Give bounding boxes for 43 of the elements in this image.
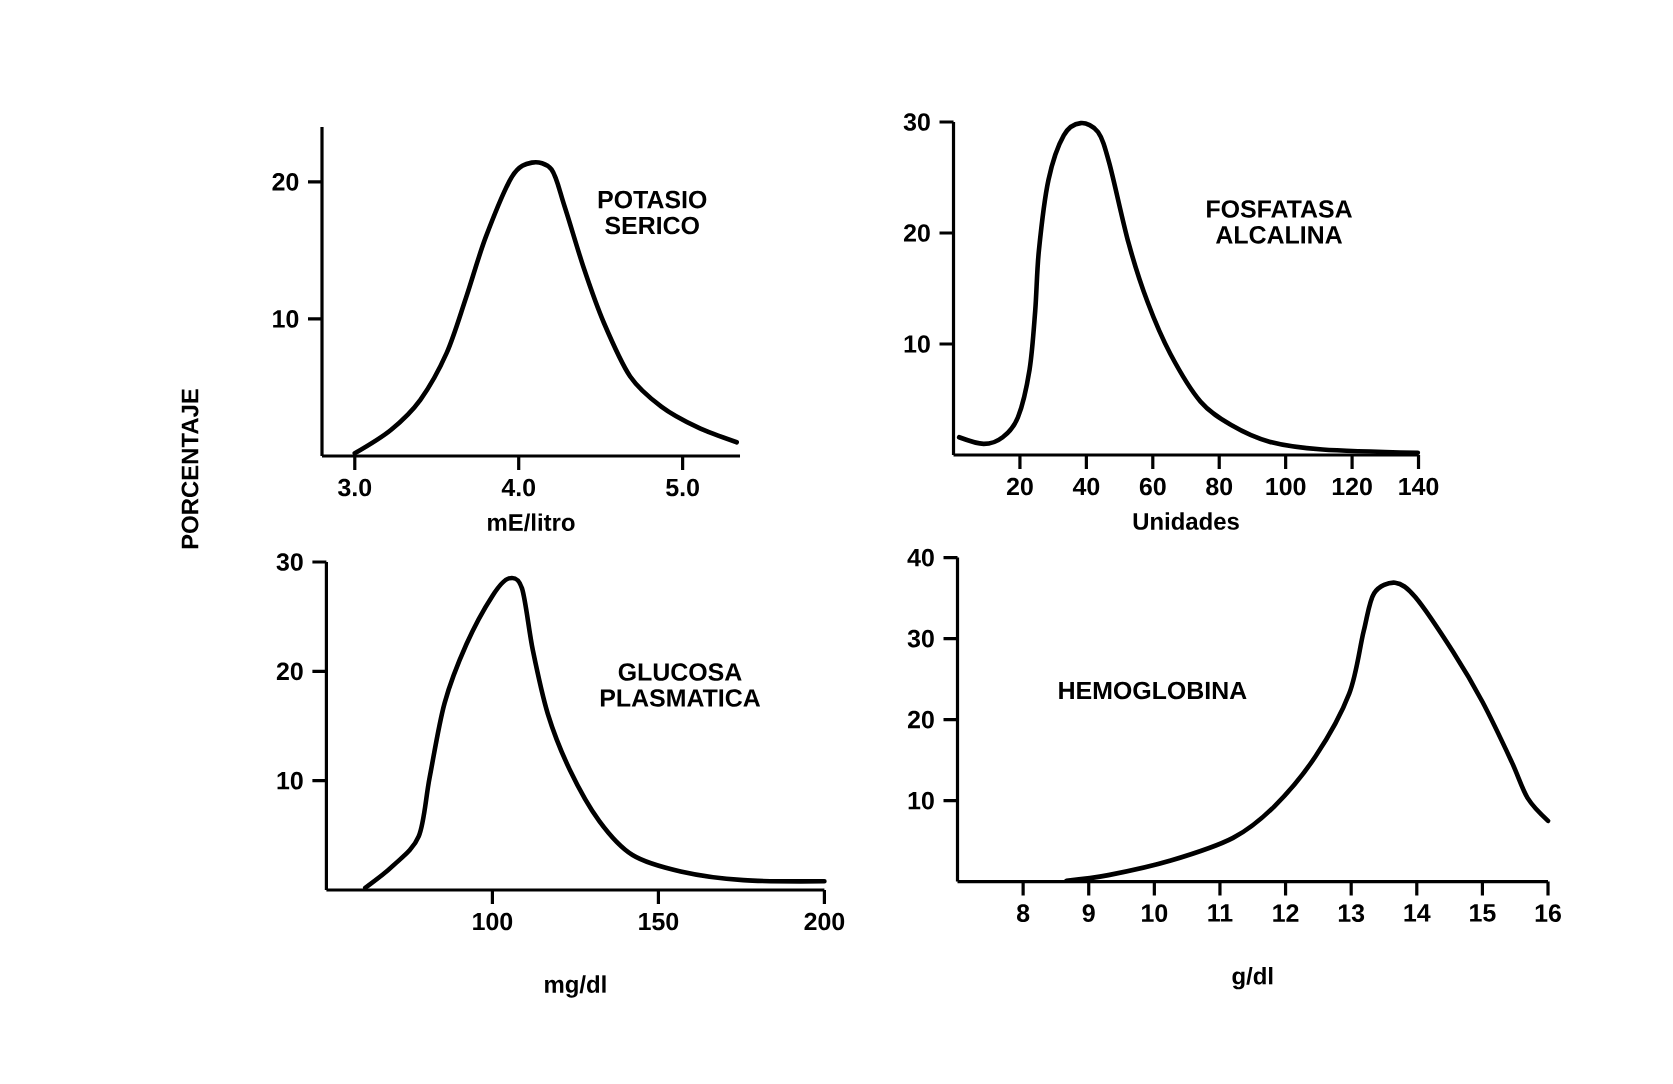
x-tick-label: 8 <box>1016 904 1030 922</box>
x-tick-label: 100 <box>473 912 513 931</box>
x-tick-label: 60 <box>1139 477 1166 496</box>
x-tick-label: 100 <box>1266 477 1306 496</box>
x-tick-label: 3.0 <box>338 478 372 497</box>
x-tick-label: 12 <box>1273 904 1299 922</box>
x-axis-title: mg/dl <box>545 975 606 998</box>
text: HEMOGLOBINA <box>1059 681 1247 700</box>
x-axis-title: mE/litro <box>488 513 575 532</box>
x-tick-label: 16 <box>1535 904 1561 922</box>
y-tick-label: 20 <box>276 662 303 681</box>
x-tick-label: 140 <box>1399 477 1439 496</box>
x-tick-label: 120 <box>1332 477 1372 496</box>
y-tick-label: 30 <box>903 113 930 131</box>
x-tick-label: 20 <box>1006 477 1033 496</box>
text: FOSFATASA ALCALINA <box>1207 200 1352 244</box>
y-tick-label: 10 <box>277 771 303 790</box>
y-tick-label: 30 <box>276 553 303 571</box>
x-tick-label: 11 <box>1208 904 1233 922</box>
text: POTASIO SERICO <box>598 190 707 235</box>
x-axis-title: Unidades <box>1133 512 1239 530</box>
x-tick-label: 150 <box>639 912 679 931</box>
y-tick-label: 40 <box>907 548 934 567</box>
y-tick-label: 10 <box>908 791 934 810</box>
x-tick-label: 15 <box>1470 904 1496 922</box>
y-tick-label: 20 <box>903 224 930 242</box>
y-axis-title: PORCENTAJE <box>181 389 199 549</box>
x-tick-label: 10 <box>1142 904 1168 922</box>
x-tick-label: 40 <box>1072 477 1100 496</box>
y-tick-label: 30 <box>907 629 934 648</box>
x-tick-label: 14 <box>1404 904 1431 922</box>
y-tick-label: 10 <box>273 310 299 328</box>
y-tick-label: 20 <box>907 710 934 729</box>
x-axis-title: g/dl <box>1232 966 1273 990</box>
text: GLUCOSA PLASMATICA <box>600 663 761 707</box>
y-tick-label: 10 <box>904 335 930 353</box>
y-tick-label: 20 <box>272 173 299 191</box>
x-tick-label: 9 <box>1082 904 1095 922</box>
x-tick-label: 80 <box>1206 477 1233 496</box>
x-tick-label: 4.0 <box>501 478 536 497</box>
x-tick-label: 13 <box>1338 904 1365 922</box>
x-tick-label: 200 <box>804 912 845 931</box>
x-tick-label: 5.0 <box>666 478 699 497</box>
